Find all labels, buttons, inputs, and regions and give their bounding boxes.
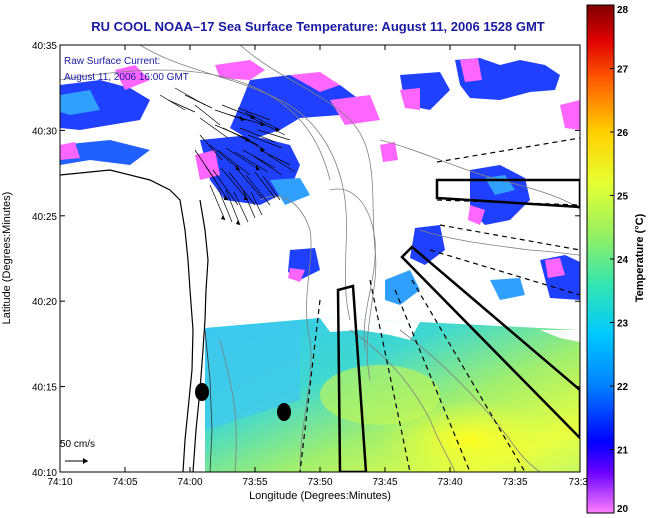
coastline xyxy=(60,169,194,472)
chart-title: RU COOL NOAA–17 Sea Surface Temperature:… xyxy=(91,19,545,34)
study-boxes xyxy=(336,178,580,472)
colorbar-tick-label: 21 xyxy=(617,446,629,457)
colorbar-tick-label: 20 xyxy=(617,504,629,515)
x-tick-label: 74:05 xyxy=(112,477,137,488)
colorbar-tick-label: 25 xyxy=(617,192,629,203)
colorbar-tick-label: 22 xyxy=(617,382,629,393)
x-tick-label: 73:55 xyxy=(242,477,267,488)
station-marker xyxy=(195,383,209,401)
x-tick-label: 73:50 xyxy=(307,477,332,488)
y-tick-label: 40:15 xyxy=(32,383,57,394)
vector-heads xyxy=(221,114,280,225)
x-tick-label: 74:10 xyxy=(47,477,72,488)
colorbar-tick-label: 27 xyxy=(617,65,629,76)
map-area xyxy=(60,45,580,472)
colorbar-tick-label: 28 xyxy=(617,5,629,16)
y-tick-label: 40:25 xyxy=(32,212,57,223)
surface-current-vectors xyxy=(159,87,296,226)
colorbar xyxy=(586,4,615,514)
scale-label: 50 cm/s xyxy=(60,439,95,450)
y-axis-label: Latitude (Degrees:Minutes) xyxy=(1,192,13,325)
x-tick-label: 74:00 xyxy=(177,477,202,488)
y-tick-label: 40:20 xyxy=(32,297,57,308)
dashed-transect-lines xyxy=(299,137,580,472)
x-tick-label: 73:3 xyxy=(569,477,589,488)
y-tick-label: 40:30 xyxy=(32,126,57,137)
vector-legend-line2: August 11, 2006 16:00 GMT xyxy=(64,72,189,83)
colorbar-tick-label: 23 xyxy=(617,319,629,330)
x-tick-label: 73:45 xyxy=(372,477,397,488)
station-marker xyxy=(277,403,291,421)
vector-legend-line1: Raw Surface Current: xyxy=(64,56,160,67)
x-axis-ticks: 74:10 74:05 74:00 73:55 73:50 73:45 73:40 73:35… xyxy=(47,45,588,488)
colorbar-label: Temperature (°C) xyxy=(634,213,646,302)
x-tick-label: 73:35 xyxy=(502,477,527,488)
colorbar-tick-label: 26 xyxy=(617,128,629,139)
y-tick-label: 40:35 xyxy=(32,41,57,52)
y-tick-label: 40:10 xyxy=(32,468,57,479)
colorbar-ticks: 28 27 26 25 24 23 22 21 20 xyxy=(610,4,629,515)
x-tick-label: 73:40 xyxy=(437,477,462,488)
y-axis-ticks: 40:35 40:30 40:25 40:20 40:15 40:10 xyxy=(32,41,580,479)
colorbar-tick-label: 24 xyxy=(617,255,629,266)
x-axis-label: Longitude (Degrees:Minutes) xyxy=(249,490,391,502)
